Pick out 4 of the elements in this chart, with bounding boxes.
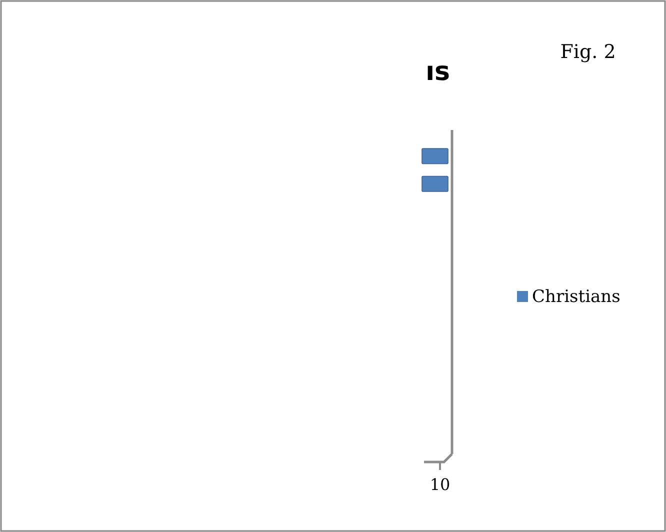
caption: Fig. 2 — [560, 41, 616, 63]
legend-label: Christians — [532, 287, 620, 307]
chart-title: ıs — [426, 57, 450, 87]
text: 10 — [430, 475, 450, 494]
